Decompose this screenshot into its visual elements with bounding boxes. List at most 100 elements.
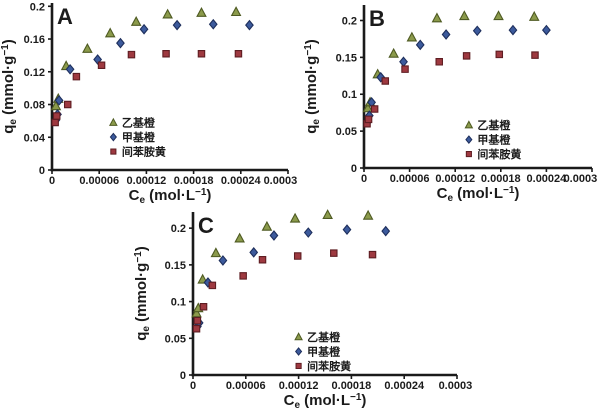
- panel-letter: A: [57, 4, 73, 29]
- data-point-square: [199, 302, 208, 311]
- y-axis-title: qe (mmol·g−1): [133, 246, 152, 340]
- y-tick-label: 0.1: [342, 89, 357, 101]
- data-point-square: [162, 50, 170, 58]
- legend-item: 间苯胺黄: [465, 147, 521, 161]
- data-point-square: [495, 50, 504, 59]
- data-point-diamond: [139, 23, 149, 35]
- data-point-diamond: [54, 95, 64, 106]
- data-point-square: [370, 105, 379, 113]
- y-tick-label: 0.2: [171, 223, 186, 235]
- data-point-diamond: [116, 37, 125, 49]
- data-point-triangle: [162, 8, 173, 19]
- y-tick-label: 0: [39, 165, 45, 177]
- y-tick-label: 0.2: [30, 1, 45, 13]
- y-tick-label: 0.15: [336, 52, 357, 64]
- data-point-square: [435, 58, 443, 66]
- data-point-square: [97, 61, 106, 69]
- data-point-diamond: [508, 24, 518, 36]
- y-tick-label: 0.15: [165, 260, 186, 272]
- legend-label: 间苯胺黄: [477, 147, 521, 161]
- data-point-diamond: [399, 56, 408, 68]
- data-point-square: [364, 115, 373, 124]
- panel-letter: B: [369, 6, 385, 31]
- data-point-square: [234, 50, 243, 58]
- legend-label: 间苯胺黄: [122, 144, 166, 158]
- x-tick-label: 0.00012: [127, 175, 167, 187]
- x-axis-title: Ce (mol·L−1): [284, 392, 367, 409]
- data-point-triangle: [322, 209, 333, 219]
- data-point-diamond: [93, 54, 103, 65]
- data-point-square: [293, 252, 302, 260]
- data-point-triangle: [82, 42, 93, 53]
- legend-item: 甲基橙: [294, 344, 341, 358]
- legend-item: 乙基橙: [464, 118, 511, 132]
- legend-item: 乙基橙: [294, 330, 341, 344]
- y-tick-label: 0.08: [24, 100, 45, 112]
- y-tick-label: 0.2: [342, 15, 357, 27]
- y-tick-label: 0.16: [24, 34, 45, 46]
- triangle-legend-icon: [464, 120, 474, 129]
- diamond-legend-icon: [294, 347, 303, 356]
- data-point-square: [330, 249, 338, 257]
- data-point-triangle: [230, 6, 242, 17]
- x-tick-label: 0.00024: [527, 173, 568, 185]
- x-tick-label: 0.00006: [226, 380, 266, 392]
- data-point-triangle: [528, 10, 540, 21]
- data-point-square: [239, 272, 247, 280]
- x-tick-label: 0.0003: [439, 380, 473, 392]
- data-point-triangle: [191, 307, 202, 318]
- data-point-diamond: [269, 230, 279, 241]
- data-point-triangle: [50, 100, 62, 111]
- data-point-square: [401, 65, 409, 73]
- data-point-diamond: [441, 29, 451, 40]
- x-tick-label: 0.0003: [264, 175, 298, 187]
- legend-label: 乙基橙: [122, 115, 156, 129]
- data-point-square: [381, 77, 390, 85]
- diamond-legend-icon: [465, 135, 473, 144]
- data-point-square: [63, 100, 72, 109]
- square-legend-icon: [110, 148, 117, 155]
- legend-label: 甲基橙: [122, 130, 156, 144]
- data-point-diamond: [249, 247, 259, 258]
- data-point-diamond: [541, 24, 551, 36]
- data-point-square: [208, 281, 217, 290]
- legend-item: 甲基橙: [109, 130, 156, 144]
- data-point-diamond: [218, 255, 228, 266]
- data-point-triangle: [261, 220, 273, 231]
- data-point-diamond: [415, 39, 425, 51]
- data-point-triangle: [104, 27, 116, 38]
- data-point-triangle: [196, 6, 207, 17]
- data-point-diamond: [65, 63, 75, 75]
- diamond-legend-icon: [109, 132, 117, 142]
- x-tick-label: 0.00024: [221, 175, 262, 187]
- data-point-diamond: [342, 224, 352, 235]
- data-point-triangle: [210, 247, 222, 258]
- x-tick-label: 0.00018: [332, 380, 372, 392]
- data-point-triangle: [234, 232, 245, 243]
- data-point-triangle: [362, 209, 374, 220]
- y-tick-label: 0.12: [24, 67, 45, 79]
- legend-item: 甲基橙: [465, 132, 511, 146]
- data-point-diamond: [472, 25, 482, 37]
- data-point-diamond: [303, 227, 313, 238]
- legend-label: 乙基橙: [477, 118, 511, 132]
- x-tick-label: 0.00018: [174, 175, 214, 187]
- x-tick-label: 0.00012: [279, 380, 319, 392]
- y-tick-label: 0.05: [165, 333, 186, 345]
- data-point-square: [531, 51, 539, 59]
- y-tick-label: 0.05: [336, 126, 357, 138]
- panel-A: 0 0.00006 0.00012 0.00018 0.00024 0.0003 0 0.04…: [0, 0, 300, 205]
- x-tick-label: 0: [190, 380, 196, 392]
- panel-C: 0 0.00006 0.00012 0.00018 0.00024 0.0003 0 0.05…: [130, 195, 475, 409]
- data-point-square: [193, 316, 202, 325]
- square-legend-icon: [295, 362, 302, 370]
- data-point-triangle: [493, 10, 504, 21]
- data-point-triangle: [289, 212, 301, 223]
- y-tick-label: 0: [180, 370, 186, 382]
- data-point-triangle: [459, 10, 470, 21]
- data-point-triangle: [388, 47, 399, 58]
